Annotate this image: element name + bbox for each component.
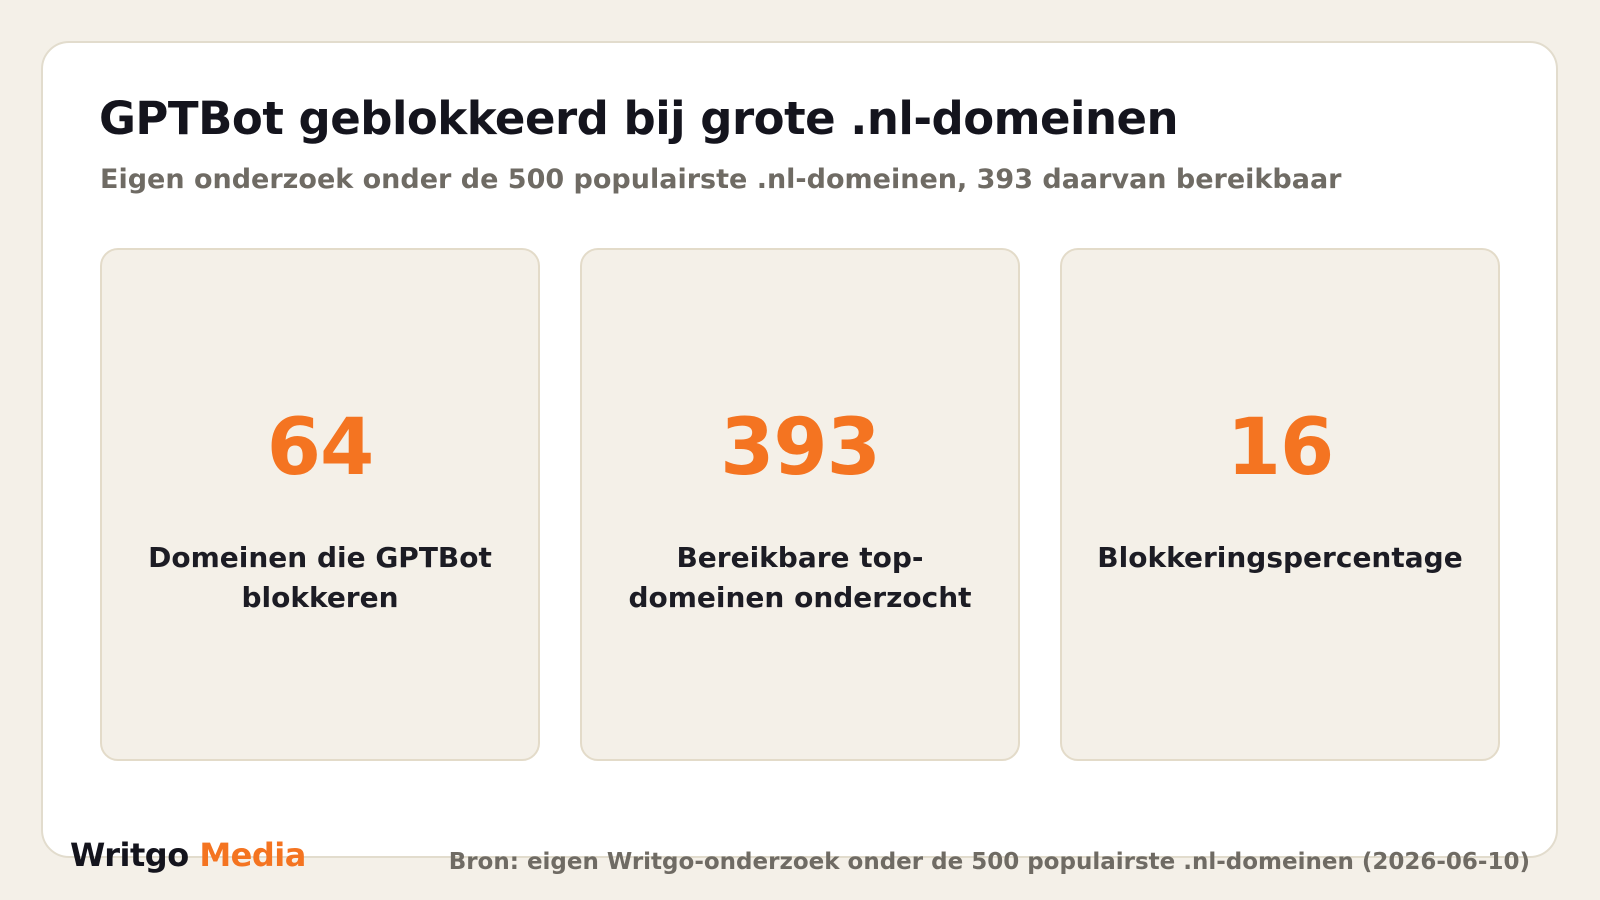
stat-card-blocking-domains: 64 Domeinen die GPTBot blokkeren bbox=[100, 248, 540, 761]
brand-logo-accent: Media bbox=[199, 836, 306, 874]
stat-value: 393 bbox=[720, 403, 881, 493]
page-subtitle: Eigen onderzoek onder de 500 populairste… bbox=[100, 164, 1342, 195]
page-title: GPTBot geblokkeerd bij grote .nl-domeine… bbox=[99, 92, 1179, 145]
brand-logo: Writgo Media bbox=[70, 835, 306, 875]
stat-label: Blokkeringspercentage bbox=[1097, 541, 1463, 574]
source-note: Bron: eigen Writgo-onderzoek onder de 50… bbox=[448, 849, 1530, 875]
stat-card-block-percentage: 16 Blokkeringspercentage bbox=[1060, 248, 1500, 761]
stat-card-reachable-domains: 393 Bereikbare top-domeinen onderzocht bbox=[580, 248, 1020, 761]
stat-value: 64 bbox=[266, 403, 375, 493]
stat-value: 16 bbox=[1226, 403, 1335, 493]
brand-logo-primary: Writgo bbox=[70, 836, 189, 874]
stat-label: Bereikbare top-domeinen onderzocht bbox=[628, 541, 972, 614]
stat-label: Domeinen die GPTBot blokkeren bbox=[148, 541, 492, 614]
